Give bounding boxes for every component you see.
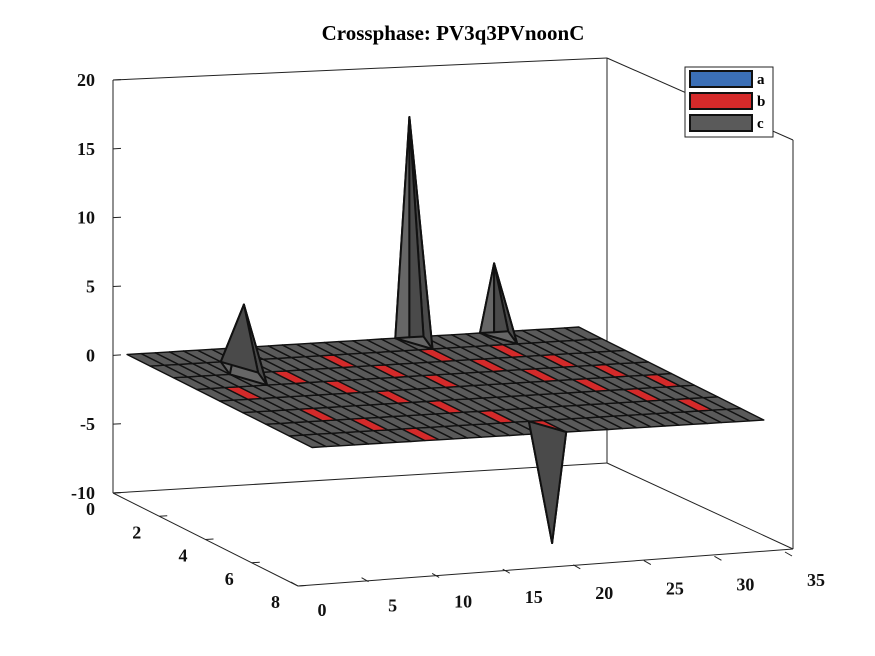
x-tick-label: 35 xyxy=(807,570,825,590)
x-tick-mark xyxy=(502,568,510,574)
legend-label-c: c xyxy=(757,116,764,132)
x-tick-label: 25 xyxy=(666,579,684,599)
x-tick-label: 0 xyxy=(318,600,327,620)
surface-peak xyxy=(394,116,411,340)
y-tick-mark xyxy=(297,585,307,587)
x-tick-label: 10 xyxy=(454,591,472,611)
x-axis-line xyxy=(297,548,794,587)
y-tick-label: 0 xyxy=(86,499,95,519)
chart-title: Crossphase: PV3q3PVnoonC xyxy=(322,21,585,45)
x-tick-mark xyxy=(290,581,299,587)
legend-swatch-a xyxy=(689,70,753,88)
y-tick-label: 4 xyxy=(179,546,188,566)
y-tick-label: 8 xyxy=(271,592,280,612)
y-axis-ticks: 0 2 4 6 8 xyxy=(86,492,307,612)
axis-back-bottom xyxy=(112,462,608,494)
legend-swatch-b xyxy=(689,92,753,110)
surface-peak xyxy=(479,262,496,334)
y-tick-mark xyxy=(159,515,168,517)
x-axis-ticks: 0 5 10 15 20 25 30 35 xyxy=(290,551,825,620)
y-tick-mark xyxy=(112,492,122,494)
x-tick-mark xyxy=(643,560,652,566)
legend: abc xyxy=(684,66,774,138)
x-tick-mark xyxy=(431,572,440,578)
z-tick-label: 15 xyxy=(77,139,95,159)
legend-label-b: b xyxy=(757,94,765,110)
z-tick-label: 5 xyxy=(86,277,95,297)
surface-peak xyxy=(408,116,425,339)
z-tick-label: -10 xyxy=(71,483,95,503)
y-tick-label: 2 xyxy=(132,522,141,542)
x-tick-label: 30 xyxy=(736,574,754,594)
legend-swatch-c xyxy=(689,114,753,132)
legend-label-a: a xyxy=(757,72,765,88)
z-tick-label: 0 xyxy=(86,345,95,365)
surface-peak xyxy=(493,262,510,334)
z-tick-label: 20 xyxy=(77,70,95,90)
x-tick-mark xyxy=(573,564,581,570)
x-tick-mark xyxy=(714,555,722,561)
surface-peak xyxy=(219,303,260,374)
surface-valley xyxy=(527,420,568,544)
z-tick-label: 10 xyxy=(77,208,95,228)
y-tick-mark xyxy=(251,561,260,564)
x-tick-mark xyxy=(361,577,369,583)
surface-plot xyxy=(126,116,765,544)
surface-cell xyxy=(564,326,603,341)
z-axis-ticks: -10 -5 0 5 10 15 20 xyxy=(71,70,122,503)
x-tick-label: 5 xyxy=(388,596,397,616)
x-tick-label: 15 xyxy=(525,587,543,607)
axis-back-top xyxy=(112,57,608,81)
x-tick-mark xyxy=(784,551,793,557)
y-tick-label: 6 xyxy=(225,569,234,589)
y-tick-mark xyxy=(205,538,214,540)
axis-right-bottom xyxy=(606,462,794,550)
x-tick-label: 20 xyxy=(595,583,613,603)
z-tick-label: -5 xyxy=(80,414,95,434)
